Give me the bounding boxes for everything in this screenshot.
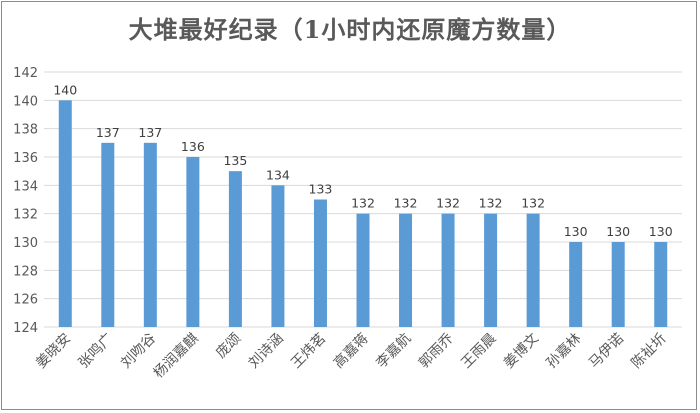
x-tick-label: 姜博文 (500, 330, 542, 372)
x-tick-label: 刘诗涵 (246, 331, 287, 372)
y-tick-label: 142 (13, 66, 38, 81)
data-label: 132 (521, 196, 545, 211)
x-tick-label: 陈祉圻 (628, 330, 670, 372)
bar (399, 213, 413, 327)
x-tick-label: 姜晓安 (33, 331, 74, 372)
bar (228, 171, 242, 327)
data-label: 140 (53, 82, 77, 97)
y-tick-label: 124 (13, 321, 38, 336)
y-tick-label: 136 (13, 151, 38, 166)
bar (313, 199, 327, 327)
data-label: 130 (564, 224, 588, 239)
bar (441, 213, 455, 327)
data-label: 132 (436, 196, 460, 211)
data-label: 137 (138, 125, 162, 140)
y-tick-label: 138 (13, 123, 38, 138)
bar (654, 242, 668, 327)
y-tick-label: 132 (13, 208, 38, 223)
y-tick-label: 130 (13, 236, 38, 251)
data-label: 136 (181, 139, 205, 154)
x-tick-label: 张鸣广 (75, 330, 117, 372)
data-label: 133 (309, 182, 333, 197)
data-label: 137 (96, 125, 120, 140)
x-tick-label: 庞颂 (213, 331, 244, 362)
x-tick-label: 王炜茗 (288, 331, 329, 372)
y-tick-label: 140 (13, 94, 38, 109)
x-tick-label: 郭雨乔 (415, 330, 457, 372)
data-label: 130 (606, 224, 630, 239)
data-label: 134 (266, 167, 290, 182)
y-tick-label: 128 (13, 264, 38, 279)
x-tick-label: 王雨晨 (458, 331, 499, 372)
y-tick-label: 126 (13, 293, 38, 308)
bar (101, 142, 115, 327)
bar (271, 185, 285, 327)
bar (569, 242, 583, 327)
bar (356, 213, 370, 327)
data-label: 135 (223, 153, 247, 168)
bar (484, 213, 498, 327)
bar (186, 157, 200, 327)
y-tick-label: 134 (13, 179, 38, 194)
bar (143, 142, 157, 327)
x-tick-label: 杨润嘉麒 (151, 331, 202, 382)
data-label: 132 (479, 196, 503, 211)
x-tick-label: 孙嘉林 (543, 331, 584, 372)
chart-title: 大堆最好纪录（1小时内还原魔方数量） (128, 15, 572, 44)
x-tick-label: 马伊诺 (586, 331, 627, 372)
bar (611, 242, 625, 327)
x-tick-label: 李嘉航 (373, 331, 414, 372)
bar (58, 100, 72, 327)
x-tick-label: 高嘉蒋 (330, 330, 372, 372)
data-label: 132 (394, 196, 418, 211)
bar (526, 213, 540, 327)
data-label: 130 (649, 224, 673, 239)
x-tick-label: 刘吻谷 (118, 331, 159, 372)
data-label: 132 (351, 196, 375, 211)
